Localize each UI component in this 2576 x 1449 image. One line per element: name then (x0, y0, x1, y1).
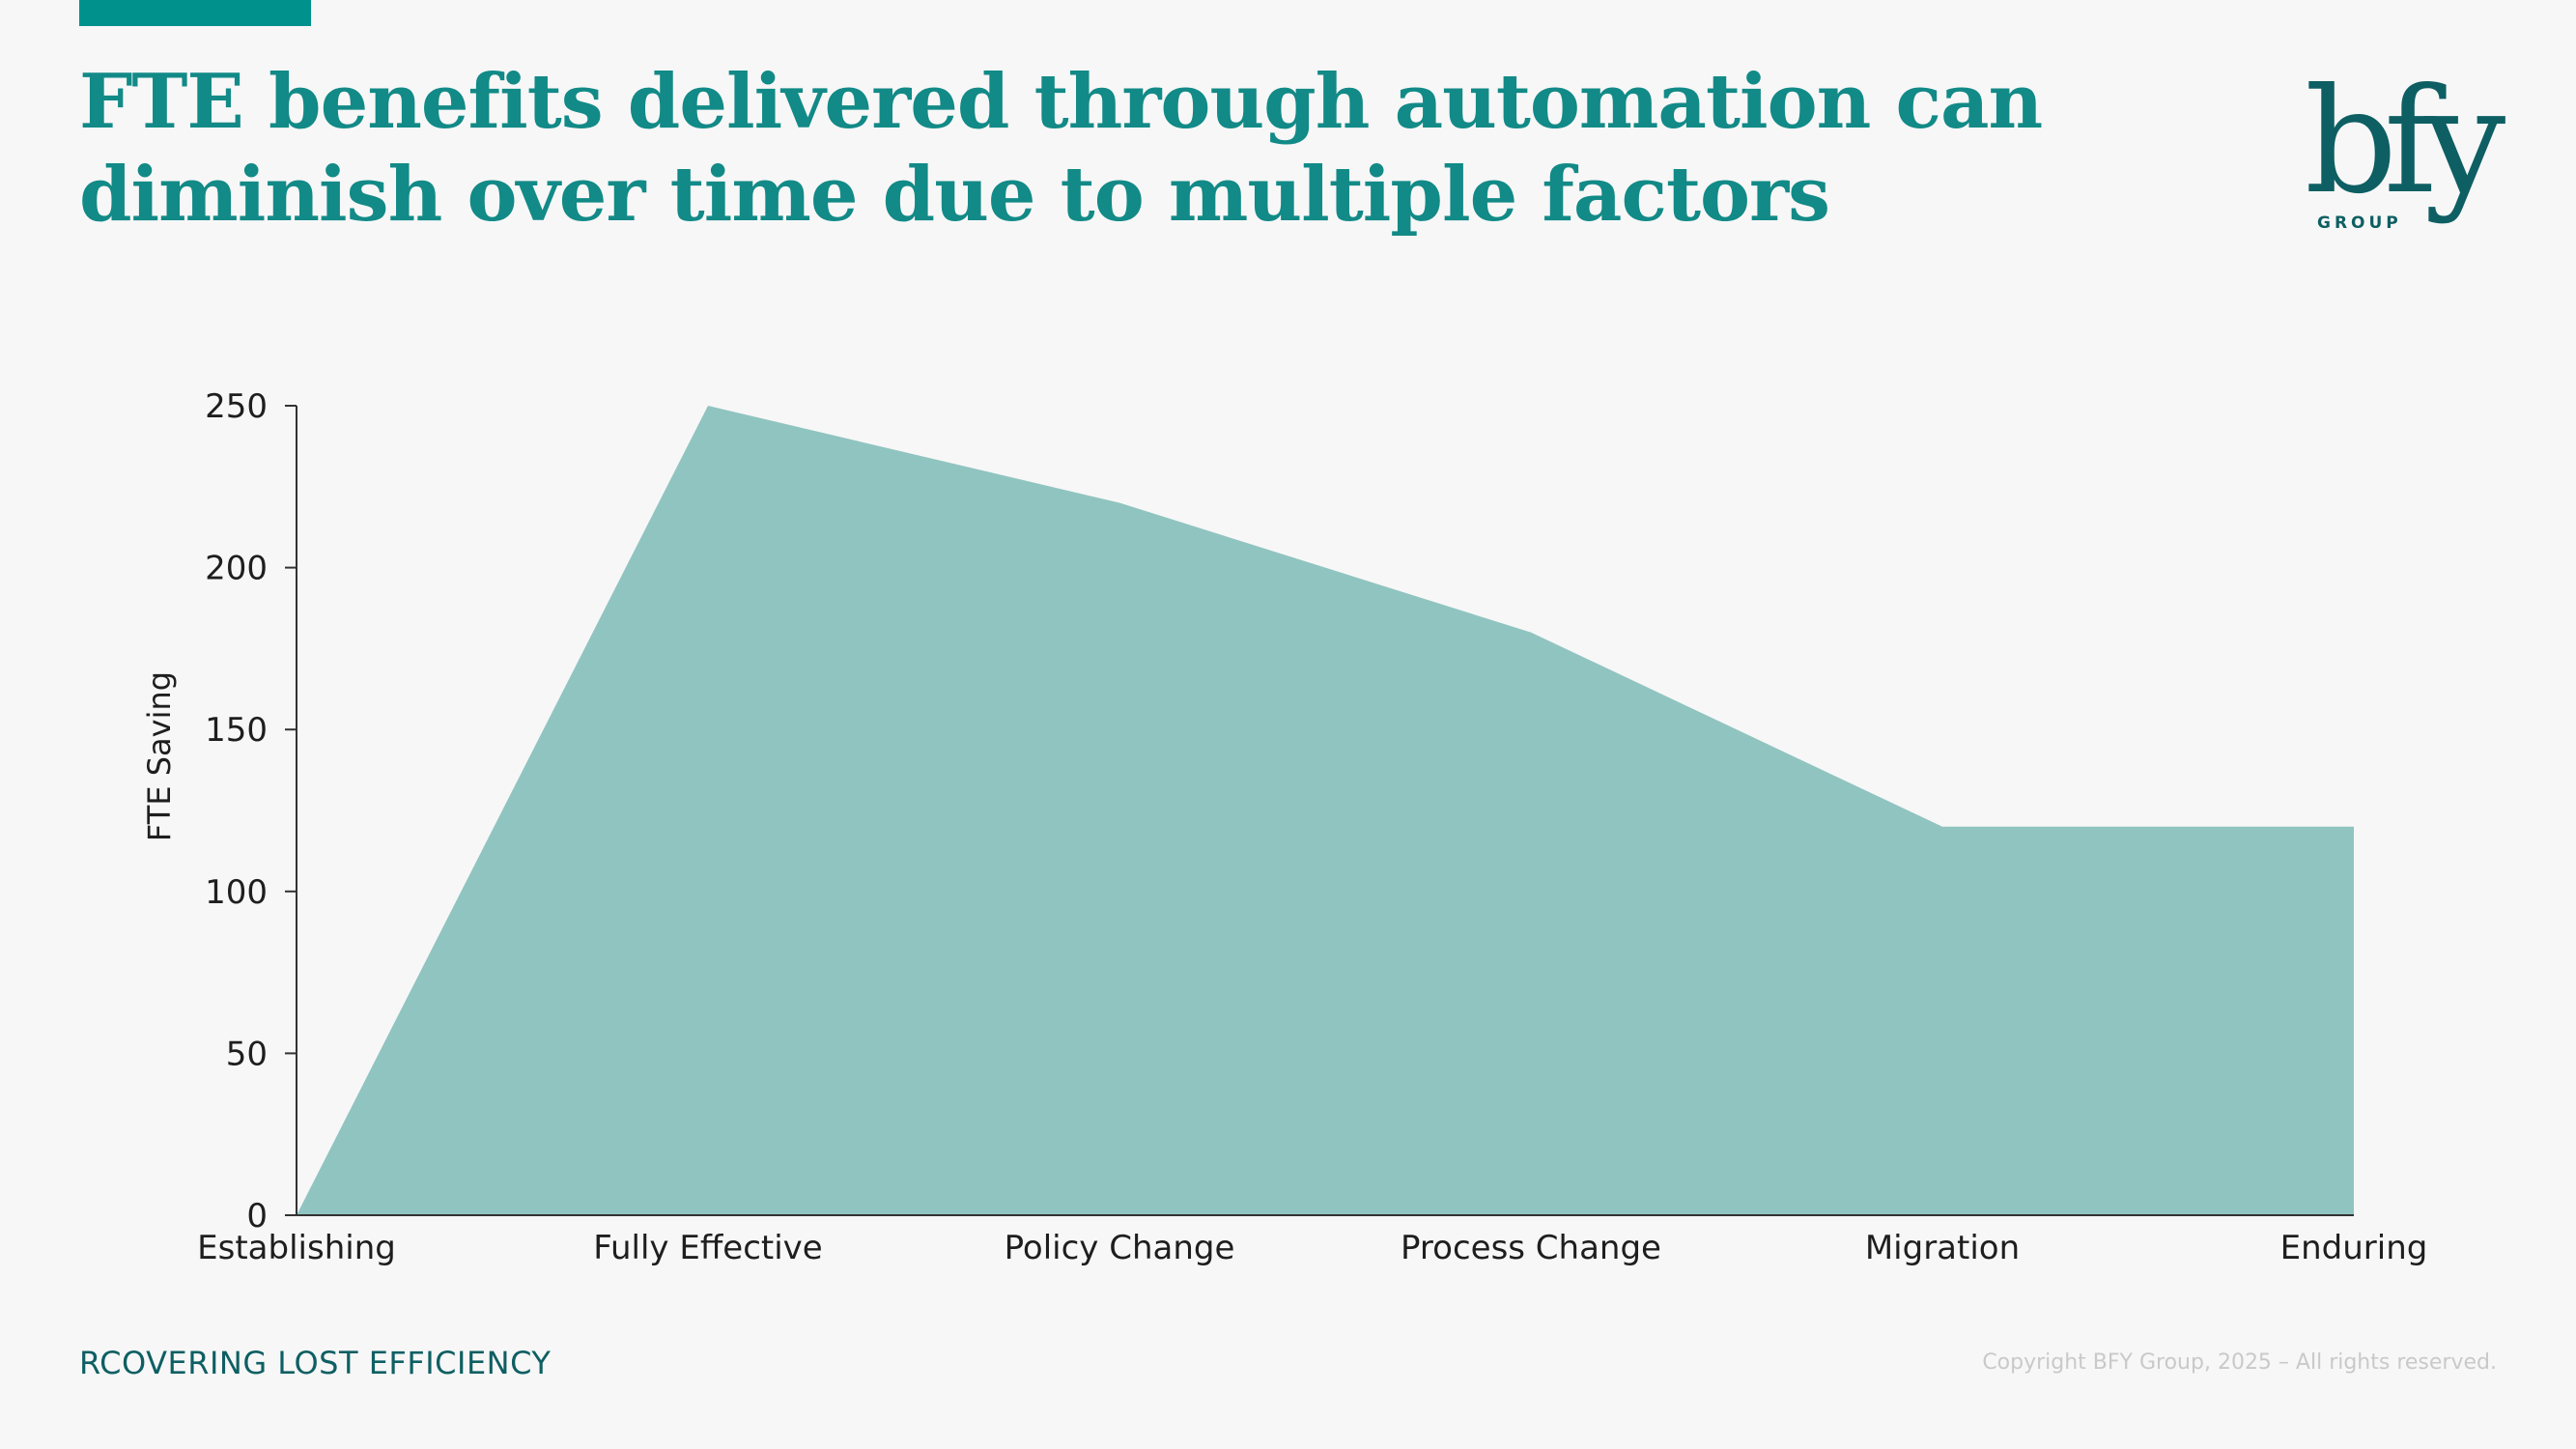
area-series-0 (297, 406, 2354, 1215)
y-axis-label: FTE Saving (141, 671, 178, 841)
x-tick-label-4: Migration (1865, 1229, 2020, 1267)
x-tick-label-3: Process Change (1401, 1229, 1661, 1267)
y-tick-label-4: 200 (205, 550, 268, 588)
title-line-2: diminish over time due to multiple facto… (79, 151, 1830, 239)
x-tick-label-2: Policy Change (1005, 1229, 1235, 1267)
title-line-1: FTE benefits delivered through automatio… (79, 58, 2043, 146)
x-tick-label-0: Establishing (197, 1229, 396, 1267)
x-tick-label-1: Fully Effective (593, 1229, 822, 1267)
y-tick-label-3: 150 (205, 711, 268, 750)
y-tick-label-0: 0 (246, 1197, 268, 1236)
footer-copyright: Copyright BFY Group, 2025 – All rights r… (1982, 1350, 2497, 1375)
y-tick-label-1: 50 (226, 1035, 268, 1073)
x-tick-label-5: Enduring (2280, 1229, 2428, 1267)
logo-mark: bfy (2305, 68, 2506, 226)
accent-bar (79, 0, 311, 26)
y-tick-label-2: 100 (205, 873, 268, 912)
y-tick-label-5: 250 (205, 387, 268, 426)
logo-sub: GROUP (2317, 213, 2402, 233)
page-title: FTE benefits delivered through automatio… (79, 56, 2108, 242)
footer-section-label: RCOVERING LOST EFFICIENCY (79, 1345, 552, 1381)
bfy-group-logo: bfy GROUP (2305, 68, 2511, 233)
